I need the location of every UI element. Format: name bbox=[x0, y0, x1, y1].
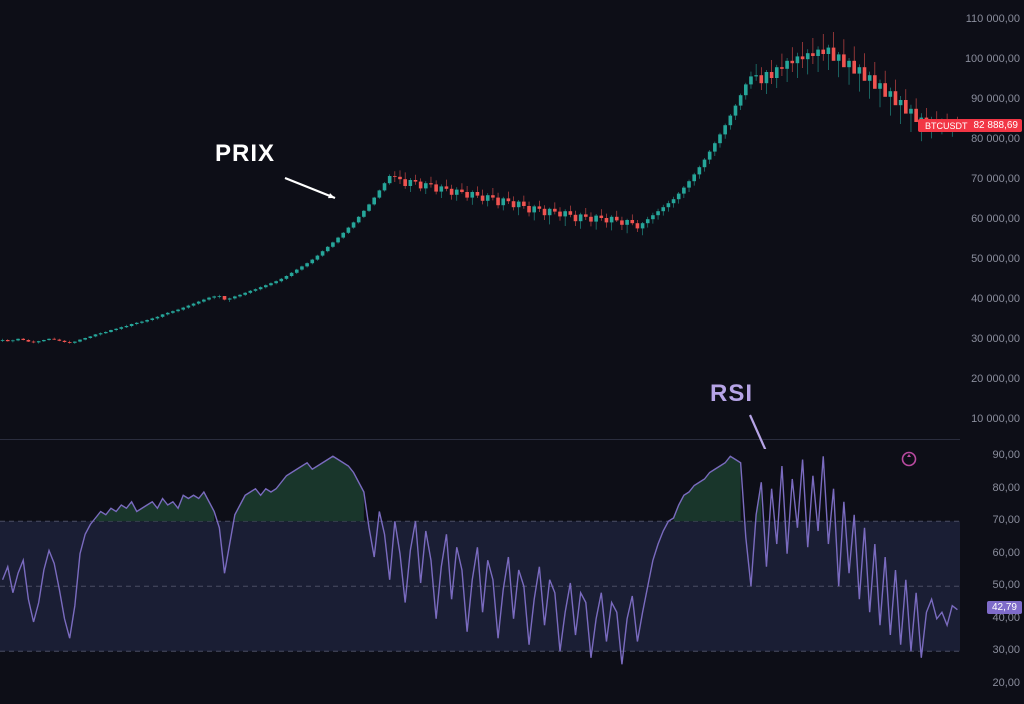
price-axis-tick: 60 000,00 bbox=[971, 213, 1020, 225]
price-axis-tick: 80 000,00 bbox=[971, 133, 1020, 145]
price-axis-tick: 50 000,00 bbox=[971, 253, 1020, 265]
price-axis: 10 000,00 20 000,00 30 000,00 40 000,00 50 0… bbox=[960, 0, 1024, 440]
rsi-annotation: RSI bbox=[710, 380, 753, 408]
price-axis-tick: 20 000,00 bbox=[971, 373, 1020, 385]
symbol-pill: BTCUSDT bbox=[922, 121, 971, 131]
rsi-axis-tick: 90,00 bbox=[992, 449, 1020, 461]
rsi-axis-tick: 60,00 bbox=[992, 547, 1020, 559]
rsi-axis-tick: 80,00 bbox=[992, 482, 1020, 494]
price-axis-tick: 100 000,00 bbox=[965, 53, 1020, 65]
last-price-badge: BTCUSDT82 888,69 bbox=[918, 119, 1022, 132]
rsi-axis-tick: 20,00 bbox=[992, 677, 1020, 689]
price-axis-tick: 30 000,00 bbox=[971, 333, 1020, 345]
price-axis-tick: 110 000,00 bbox=[966, 13, 1020, 25]
last-price-value: 82 888,69 bbox=[974, 120, 1019, 131]
rsi-chart[interactable] bbox=[0, 440, 960, 700]
price-annotation: PRIX bbox=[215, 140, 275, 168]
price-axis-tick: 40 000,00 bbox=[971, 293, 1020, 305]
rsi-last-value-badge: 42,79 bbox=[987, 601, 1022, 614]
rsi-axis-tick: 70,00 bbox=[992, 514, 1020, 526]
price-chart[interactable] bbox=[0, 0, 960, 440]
refresh-icon[interactable] bbox=[900, 450, 918, 468]
rsi-axis-tick: 50,00 bbox=[992, 579, 1020, 591]
price-axis-tick: 10 000,00 bbox=[971, 413, 1020, 425]
price-axis-tick: 70 000,00 bbox=[971, 173, 1020, 185]
price-axis-tick: 90 000,00 bbox=[971, 93, 1020, 105]
rsi-axis-tick: 30,00 bbox=[992, 644, 1020, 656]
rsi-axis: 20,0030,0040,0050,0060,0070,0080,0090,00… bbox=[960, 440, 1024, 700]
